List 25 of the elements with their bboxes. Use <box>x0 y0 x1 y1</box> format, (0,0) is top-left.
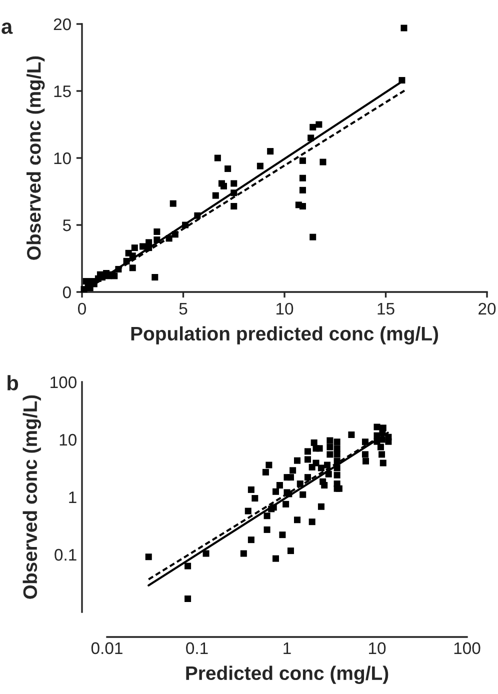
y-tick-label: 100 <box>50 376 76 388</box>
y-tick-label: 0.1 <box>54 548 76 561</box>
x-axis-title: Population predicted conc (mg/L) <box>131 326 438 344</box>
y-tick-label: 0 <box>62 286 71 298</box>
y-tick-label: 10 <box>54 152 71 164</box>
x-tick-label: 15 <box>378 303 394 315</box>
y-tick-label: 5 <box>62 220 71 232</box>
x-tick-label: 1 <box>284 642 291 654</box>
x-tick-label: 20 <box>478 302 496 315</box>
x-tick-label: 10 <box>369 642 386 654</box>
y-tick-label: 1 <box>69 492 76 504</box>
x-tick-label: 100 <box>454 642 480 654</box>
x-tick-label: 0 <box>78 302 86 315</box>
y-tick-label: 20 <box>54 18 71 30</box>
x-tick-label: 10 <box>276 302 294 315</box>
x-tick-label: 0.01 <box>91 642 122 654</box>
x-tick-label: 5 <box>179 303 188 315</box>
text: a <box>2 22 13 34</box>
y-tick-label: 10 <box>60 434 76 446</box>
x-axis-title: Predicted conc (mg/L) <box>186 666 388 684</box>
y-axis-title: Observed conc (mg/L) <box>26 56 45 260</box>
y-tick-label: 15 <box>54 86 71 98</box>
y-axis-title: Observed conc (mg/L) <box>22 395 41 599</box>
x-tick-label: 0.1 <box>186 642 208 654</box>
text: b <box>8 375 18 390</box>
